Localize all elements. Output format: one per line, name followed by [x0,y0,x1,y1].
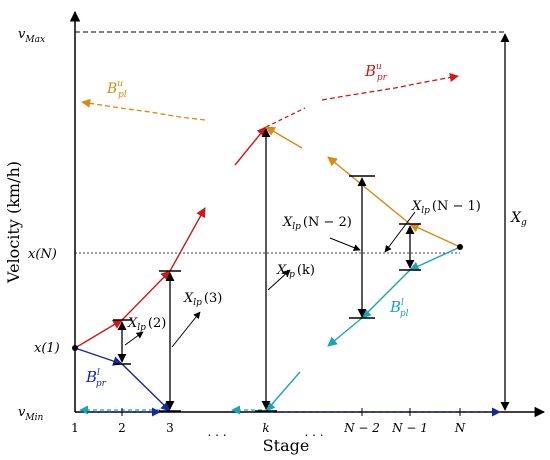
label-bpr-lower: Bl pr [85,368,107,389]
orange-seg-N1 [327,156,411,225]
xlpN1-pointer [384,211,416,253]
label-xlpN1: Xlp (N − 1) [411,199,481,216]
orange-seg-k [265,126,303,149]
end-point [457,244,463,250]
x-tick-3: 3 [166,421,174,435]
x-axis-title: Stage [263,436,310,455]
y-label-vmax: vMax [18,27,45,45]
cyan-seg-k [265,371,301,412]
label-xlpN2: Xlp (N − 2) [282,215,352,232]
range-end-bars [113,175,421,412]
xlp2-pointer [124,331,144,346]
label-bpl-upper: Bu pl [106,79,127,100]
x-tick-k: k [262,421,269,435]
x-tick-N: N [454,421,466,435]
x-tick-marks [121,408,461,416]
x-tick-1: 1 [71,421,79,435]
y-label-vmin: vMin [18,405,43,423]
y-label-x1: x(1) [34,341,60,356]
blue-seg-2 [121,363,171,412]
upper-pl-dashed-orange [81,98,206,121]
label-xlpk: Xlp (k) [276,263,315,280]
orange-seg-N [409,223,461,248]
x-tick-dots-1: . . . [207,425,226,439]
cyan-seg-N [409,246,461,271]
x-tick-N-2: N − 2 [343,421,380,435]
x-tick-N-1: N − 1 [391,421,428,435]
red-seg-3 [169,207,206,272]
y-axis-title: Velocity (km/h) [4,161,23,284]
label-bpl-lower: Bl pl [389,298,409,319]
xlpk-pointer [267,269,291,291]
cyan-seg-N1 [361,269,411,319]
red-seg-1 [74,319,123,349]
x-tick-dots-2: . . . [304,425,323,439]
label-bpr-upper: Bu pr [364,62,388,83]
cyan-seg-N2 [327,317,363,347]
upper-pr-dashed-red [321,73,459,101]
xlp3-pointer [171,311,201,348]
red-seg-2 [121,270,171,321]
start-point [72,345,78,351]
x-tick-2: 2 [118,421,126,435]
k-dashed-red [265,107,306,128]
blue-seg-1 [74,347,123,366]
xlpN2-pointer [329,237,361,251]
y-label-xN: x(N) [28,247,57,262]
label-xlp2: Xlp (2) [127,316,166,333]
label-xlp3: Xlp (3) [183,291,222,308]
red-seg-k [234,126,267,166]
label-xg: Xg [510,210,527,228]
